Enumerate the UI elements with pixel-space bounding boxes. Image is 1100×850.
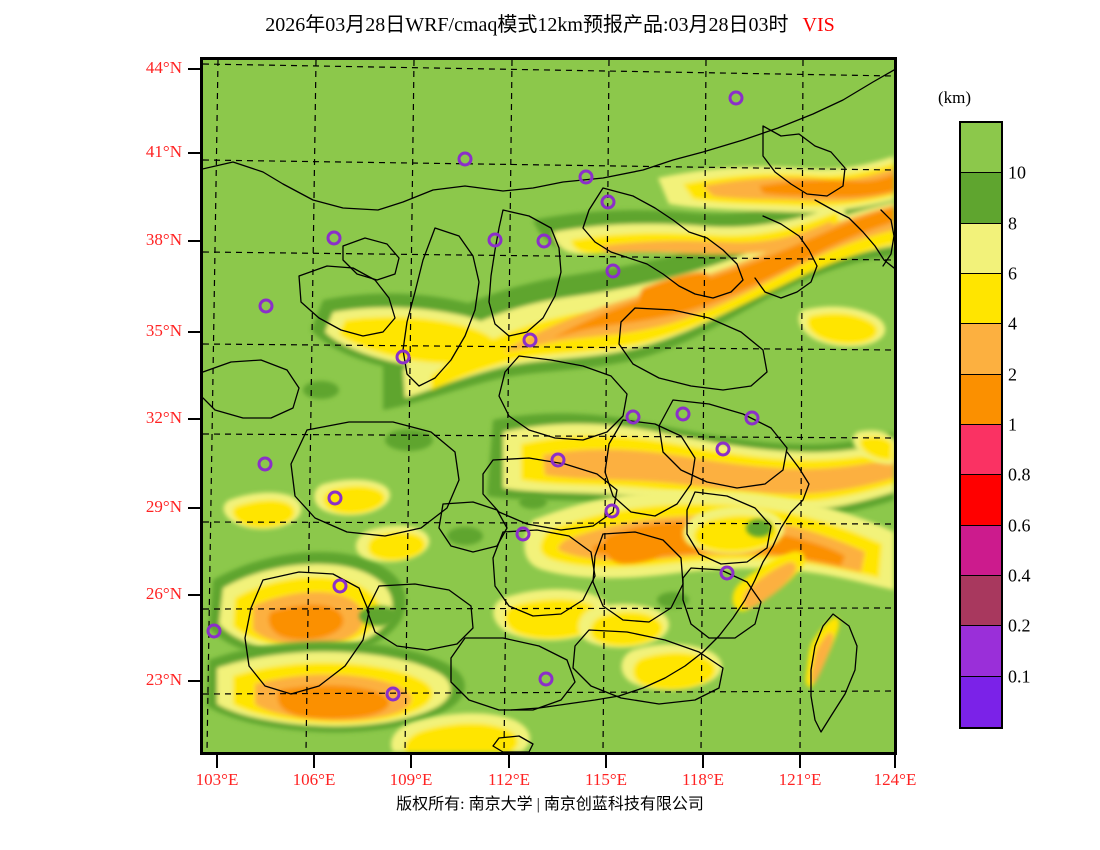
copyright-footer: 版权所有: 南京大学 | 南京创蓝科技有限公司 [0, 790, 1100, 814]
lon-tick [799, 755, 801, 768]
copyright-separator: | [536, 796, 540, 813]
lat-label-35n: 35°N [145, 321, 182, 340]
lon-tick [508, 755, 510, 768]
lon-tick [605, 755, 607, 768]
copyright-owner: 版权所有: 南京大学 [396, 796, 533, 813]
colorbar-band-7 [961, 475, 1001, 526]
colorbar-band-10 [961, 626, 1001, 677]
lat-tick [188, 418, 202, 420]
lon-tick [216, 755, 218, 768]
colorbar-tick-6: 6 [1008, 263, 1017, 284]
colorbar-band-3 [961, 273, 1001, 325]
lat-label-29n: 29°N [145, 497, 182, 516]
lon-label-112e: 112°E [487, 770, 531, 789]
lon-tick [313, 755, 315, 768]
colorbar-tick-0p1: 0.1 [1008, 666, 1031, 687]
lat-tick [188, 594, 202, 596]
colorbar-tick-4: 4 [1008, 313, 1017, 334]
colorbar-band-1 [961, 173, 1001, 224]
lon-label-106e: 106°E [292, 770, 336, 789]
colorbar-unit-label: (km) [938, 88, 972, 107]
lat-label-41n: 41°N [145, 142, 182, 161]
map-panel[interactable] [200, 57, 897, 755]
colorbar-band-2 [961, 223, 1001, 274]
lon-label-115e: 115°E [584, 770, 628, 789]
map-canvas [203, 60, 894, 752]
colorbar-band-0 [961, 123, 1001, 174]
lat-label-38n: 38°N [145, 230, 182, 249]
lat-tick [188, 152, 202, 154]
colorbar-band-6 [961, 424, 1001, 476]
lat-label-32n: 32°N [145, 408, 182, 427]
colorbar-band-11 [961, 676, 1001, 727]
lon-label-124e: 124°E [873, 770, 917, 789]
lon-tick [410, 755, 412, 768]
colorbar-tick-10: 10 [1008, 162, 1026, 183]
lon-tick [702, 755, 704, 768]
lat-tick [188, 507, 202, 509]
colorbar-tick-1: 1 [1008, 414, 1017, 435]
colorbar-band-8 [961, 525, 1001, 576]
lat-tick [188, 680, 202, 682]
copyright-company: 南京创蓝科技有限公司 [543, 796, 704, 813]
chart-variable-label: VIS [802, 14, 835, 36]
colorbar-tick-8: 8 [1008, 213, 1017, 234]
lat-label-26n: 26°N [145, 584, 182, 603]
colorbar-tick-0p6: 0.6 [1008, 515, 1031, 536]
colorbar-tick-0p2: 0.2 [1008, 615, 1031, 636]
colorbar-band-5 [961, 374, 1001, 425]
visibility-heatmap [203, 60, 894, 752]
lat-tick [188, 68, 202, 70]
colorbar-band-9 [961, 575, 1001, 627]
lon-label-103e: 103°E [195, 770, 239, 789]
lon-label-109e: 109°E [389, 770, 433, 789]
colorbar-tick-0p4: 0.4 [1008, 565, 1031, 586]
lon-label-121e: 121°E [778, 770, 822, 789]
colorbar-band-4 [961, 324, 1001, 375]
lat-tick [188, 331, 202, 333]
lat-label-23n: 23°N [145, 670, 182, 689]
chart-title: 2026年03月28日WRF/cmaq模式12km预报产品:03月28日03时 V… [0, 8, 1100, 37]
lon-tick [894, 755, 896, 768]
colorbar-tick-2: 2 [1008, 364, 1017, 385]
lon-label-118e: 118°E [681, 770, 725, 789]
lat-label-44n: 44°N [145, 58, 182, 77]
chart-title-text: 2026年03月28日WRF/cmaq模式12km预报产品:03月28日03时 [265, 14, 789, 36]
colorbar-tick-0p8: 0.8 [1008, 464, 1031, 485]
lat-tick [188, 240, 202, 242]
colorbar[interactable] [959, 121, 1003, 729]
